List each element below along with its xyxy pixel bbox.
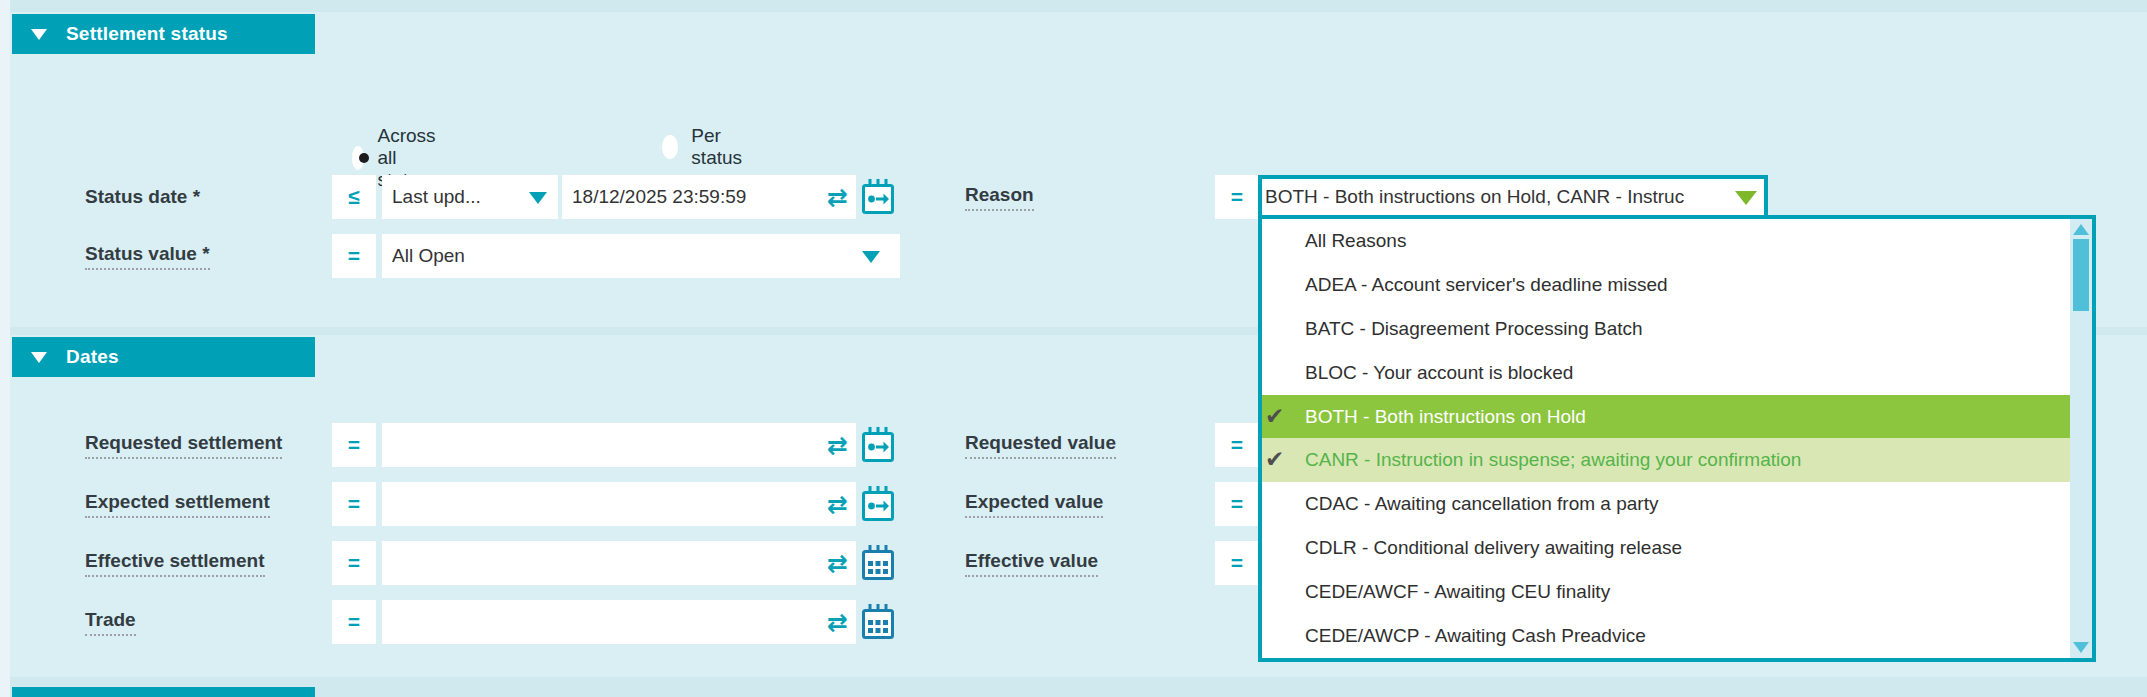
reason-option-label: BLOC - Your account is blocked <box>1305 362 1573 383</box>
radio-per-status[interactable]: Per status <box>662 125 750 169</box>
status-value-operator[interactable]: = <box>332 234 376 278</box>
reason-option-label: CDAC - Awaiting cancellation from a part… <box>1305 493 1658 514</box>
status-date-row: Status date * ≤ Last upd... 18/12/2025 2… <box>10 175 2147 219</box>
left-gutter <box>0 0 10 697</box>
reason-option[interactable]: ✔ BOTH - Both instructions on Hold <box>1262 395 2070 439</box>
chevron-down-green-icon[interactable] <box>1735 191 1757 205</box>
swap-date-icon[interactable]: ⇄ <box>827 175 848 219</box>
reason-option[interactable]: CEDE/AWCF - Awaiting CEU finality <box>1262 570 2070 614</box>
reason-option[interactable]: BATC - Disagreement Processing Batch <box>1262 307 2070 351</box>
checkmark-icon: ✔ <box>1265 438 1284 482</box>
status-value-label: Status value * <box>85 243 210 270</box>
reason-option-label: BOTH - Both instructions on Hold <box>1305 406 1586 427</box>
status-date-operator[interactable]: ≤ <box>332 175 376 219</box>
status-value-select[interactable]: All Open <box>382 234 900 278</box>
section-title: Settlement status <box>66 23 228 45</box>
checkmark-icon: ✔ <box>1265 395 1284 439</box>
radio-circle-icon[interactable] <box>352 146 364 170</box>
settlement-status-header[interactable]: Settlement status <box>12 14 315 54</box>
scroll-up-icon[interactable] <box>2073 224 2089 235</box>
value-operator[interactable]: = <box>1215 423 1259 467</box>
value-field-label: Requested value <box>965 432 1116 459</box>
date-field-label: Trade <box>85 609 136 636</box>
reason-option[interactable]: CDAC - Awaiting cancellation from a part… <box>1262 482 2070 526</box>
chevron-down-icon[interactable] <box>529 192 547 204</box>
reason-option-label: CANR - Instruction in suspense; awaiting… <box>1305 449 1801 470</box>
reason-option[interactable]: CDLR - Conditional delivery awaiting rel… <box>1262 526 2070 570</box>
scroll-down-icon[interactable] <box>2073 642 2089 653</box>
reason-option-label: CEDE/AWCF - Awaiting CEU finality <box>1305 581 1610 602</box>
reason-combobox[interactable]: BOTH - Both instructions on Hold, CANR -… <box>1258 175 1768 219</box>
scrollbar-thumb[interactable] <box>2073 239 2089 311</box>
reason-option-label: CDLR - Conditional delivery awaiting rel… <box>1305 537 1682 558</box>
radio-label: Per status <box>691 125 749 169</box>
value-field-label: Effective value <box>965 550 1098 577</box>
reason-dropdown-panel: All Reasons ADEA - Account servicer's dea… <box>1258 215 2096 662</box>
swap-date-icon[interactable]: ⇄ <box>827 600 848 644</box>
date-input[interactable]: ⇄ <box>382 600 856 644</box>
reason-option[interactable]: ✔ CANR - Instruction in suspense; awaitin… <box>1262 438 2070 482</box>
status-date-type-select[interactable]: Last upd... <box>382 175 558 219</box>
reason-option[interactable]: BLOC - Your account is blocked <box>1262 351 2070 395</box>
dropdown-scrollbar[interactable] <box>2070 219 2092 658</box>
reason-option[interactable]: All Reasons <box>1262 219 2070 263</box>
value-operator[interactable]: = <box>1215 482 1259 526</box>
section-title: Dates <box>66 346 119 368</box>
reason-option-label: CEDE/AWCP - Awaiting Cash Preadvice <box>1305 625 1646 646</box>
collapse-triangle-icon[interactable] <box>31 352 47 363</box>
calendar-range-icon[interactable] <box>859 178 897 216</box>
date-operator[interactable]: = <box>332 600 376 644</box>
reason-option-label: All Reasons <box>1305 230 1406 251</box>
calendar-grid-icon[interactable] <box>859 603 897 641</box>
reason-option[interactable]: CEDE/AWCP - Awaiting Cash Preadvice <box>1262 614 2070 658</box>
reason-combobox-value: BOTH - Both instructions on Hold, CANR -… <box>1262 179 1764 215</box>
status-date-input[interactable]: 18/12/2025 23:59:59 ⇄ <box>562 175 856 219</box>
chevron-down-icon[interactable] <box>862 251 880 263</box>
next-section-header[interactable] <box>12 687 315 697</box>
reason-option-label: BATC - Disagreement Processing Batch <box>1305 318 1643 339</box>
radio-circle-icon[interactable] <box>662 135 678 159</box>
reason-operator[interactable]: = <box>1215 175 1259 219</box>
reason-option-label: ADEA - Account servicer's deadline misse… <box>1305 274 1668 295</box>
collapse-triangle-icon[interactable] <box>31 29 47 40</box>
value-field-label: Expected value <box>965 491 1103 518</box>
value-operator[interactable]: = <box>1215 541 1259 585</box>
status-date-label: Status date * <box>85 175 200 219</box>
dates-header[interactable]: Dates <box>12 337 315 377</box>
reason-label: Reason <box>965 184 1034 211</box>
reason-option[interactable]: ADEA - Account servicer's deadline misse… <box>1262 263 2070 307</box>
